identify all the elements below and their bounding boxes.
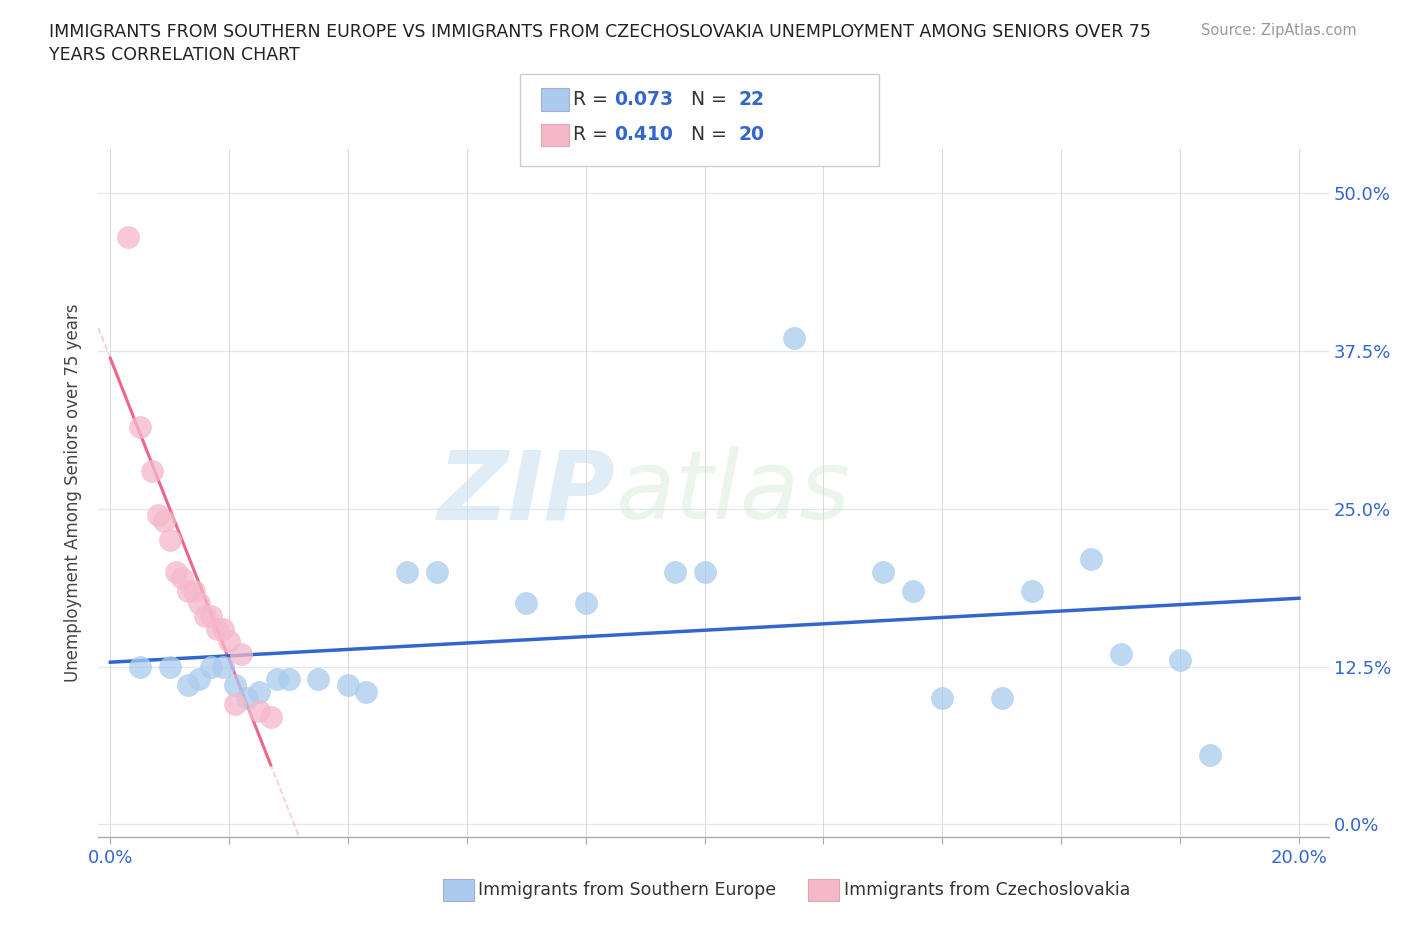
Text: IMMIGRANTS FROM SOUTHERN EUROPE VS IMMIGRANTS FROM CZECHOSLOVAKIA UNEMPLOYMENT A: IMMIGRANTS FROM SOUTHERN EUROPE VS IMMIG… (49, 23, 1152, 41)
Text: N =: N = (679, 90, 733, 109)
Point (277, 671, 299, 686)
Point (129, 419, 152, 434)
Point (212, 621, 235, 636)
Point (1109, 646, 1132, 661)
Point (176, 678, 198, 693)
Point (991, 691, 1014, 706)
Text: N =: N = (679, 126, 733, 144)
Point (872, 565, 894, 579)
Point (1198, 748, 1220, 763)
Point (247, 684, 270, 699)
Point (396, 565, 419, 579)
Point (194, 608, 217, 623)
Text: atlas: atlas (616, 446, 851, 539)
Point (200, 608, 222, 623)
Point (247, 703, 270, 718)
Point (1080, 551, 1102, 566)
Point (515, 596, 537, 611)
Point (146, 508, 169, 523)
Point (260, 710, 283, 724)
Point (1168, 653, 1191, 668)
Point (664, 565, 686, 579)
Point (236, 691, 259, 706)
Point (212, 659, 235, 674)
Text: R =: R = (567, 126, 613, 144)
Y-axis label: Unemployment Among Seniors over 75 years: Unemployment Among Seniors over 75 years (65, 304, 83, 682)
Text: 0.073: 0.073 (614, 90, 673, 109)
Point (129, 659, 152, 674)
Point (337, 678, 360, 693)
Point (931, 691, 953, 706)
Point (188, 671, 211, 686)
Text: Immigrants from Czechoslovakia: Immigrants from Czechoslovakia (844, 881, 1130, 899)
Text: YEARS CORRELATION CHART: YEARS CORRELATION CHART (49, 46, 299, 64)
Point (141, 463, 163, 478)
Text: ZIP: ZIP (437, 446, 616, 539)
Point (117, 230, 139, 245)
Text: 20: 20 (738, 126, 763, 144)
Point (188, 596, 211, 611)
Point (229, 646, 252, 661)
Point (159, 659, 181, 674)
Text: Immigrants from Southern Europe: Immigrants from Southern Europe (478, 881, 776, 899)
Point (165, 565, 187, 579)
Point (183, 583, 205, 598)
Text: 0.410: 0.410 (614, 126, 673, 144)
Point (575, 596, 598, 611)
Point (1021, 583, 1043, 598)
Point (200, 659, 222, 674)
Point (354, 684, 377, 699)
Point (693, 565, 716, 579)
Point (307, 671, 329, 686)
Text: R =: R = (567, 90, 613, 109)
Point (159, 533, 181, 548)
Point (207, 621, 229, 636)
Text: 22: 22 (738, 90, 763, 109)
Point (266, 671, 288, 686)
Text: Source: ZipAtlas.com: Source: ZipAtlas.com (1201, 23, 1357, 38)
Point (152, 514, 174, 529)
Point (170, 571, 193, 586)
Point (426, 565, 449, 579)
Point (176, 583, 198, 598)
Point (224, 697, 246, 711)
Point (224, 678, 246, 693)
Point (901, 583, 924, 598)
Point (783, 331, 806, 346)
Point (218, 634, 240, 649)
